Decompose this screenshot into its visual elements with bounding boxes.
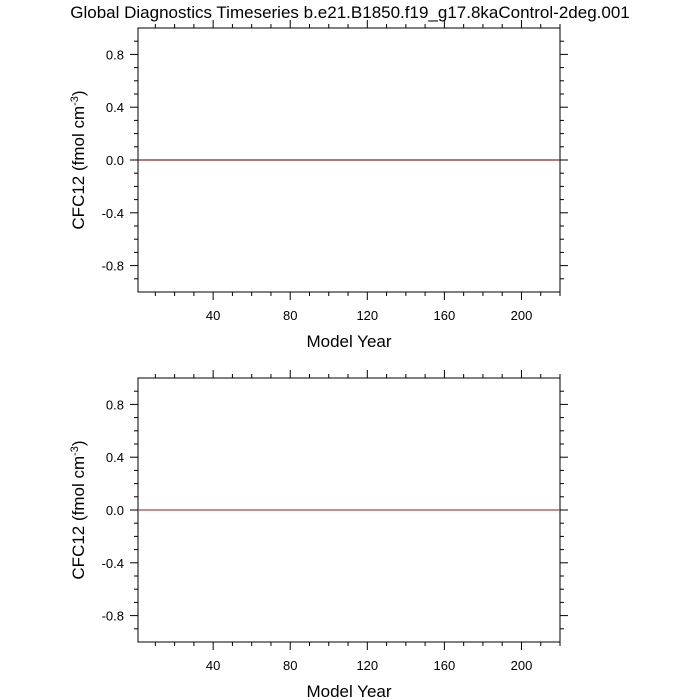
y-tick-label: 0.4 [106, 450, 124, 465]
y-tick-label: -0.8 [102, 259, 124, 274]
y-axis-label-part: CFC12 (fmol cm [69, 456, 88, 580]
y-tick-label: -0.4 [102, 556, 124, 571]
chart-title: Global Diagnostics Timeseries b.e21.B185… [70, 3, 629, 22]
x-tick-label: 200 [511, 658, 533, 673]
y-axis-label: CFC12 (fmol cm-3) [69, 440, 88, 579]
x-tick-label: 120 [356, 308, 378, 323]
y-axis-label-part: -3 [69, 96, 81, 106]
x-axis-label: Model Year [306, 332, 391, 351]
y-tick-label: 0.0 [106, 503, 124, 518]
x-axis-label: Model Year [306, 682, 391, 700]
y-tick-label: 0.4 [106, 100, 124, 115]
y-axis-label: CFC12 (fmol cm-3) [69, 90, 88, 229]
x-tick-label: 80 [283, 308, 297, 323]
y-tick-label: -0.4 [102, 206, 124, 221]
y-tick-label: 0.8 [106, 397, 124, 412]
x-tick-label: 40 [206, 308, 220, 323]
x-tick-label: 80 [283, 658, 297, 673]
y-tick-label: 0.8 [106, 47, 124, 62]
y-axis-label-part: -3 [69, 446, 81, 456]
y-tick-label: 0.0 [106, 153, 124, 168]
x-tick-label: 120 [356, 658, 378, 673]
y-axis-label-part: ) [69, 90, 88, 96]
y-tick-label: -0.8 [102, 609, 124, 624]
x-tick-label: 160 [434, 308, 456, 323]
x-tick-label: 200 [511, 308, 533, 323]
x-tick-label: 160 [434, 658, 456, 673]
x-tick-label: 40 [206, 658, 220, 673]
y-axis-label-part: ) [69, 440, 88, 446]
y-axis-label-part: CFC12 (fmol cm [69, 106, 88, 230]
